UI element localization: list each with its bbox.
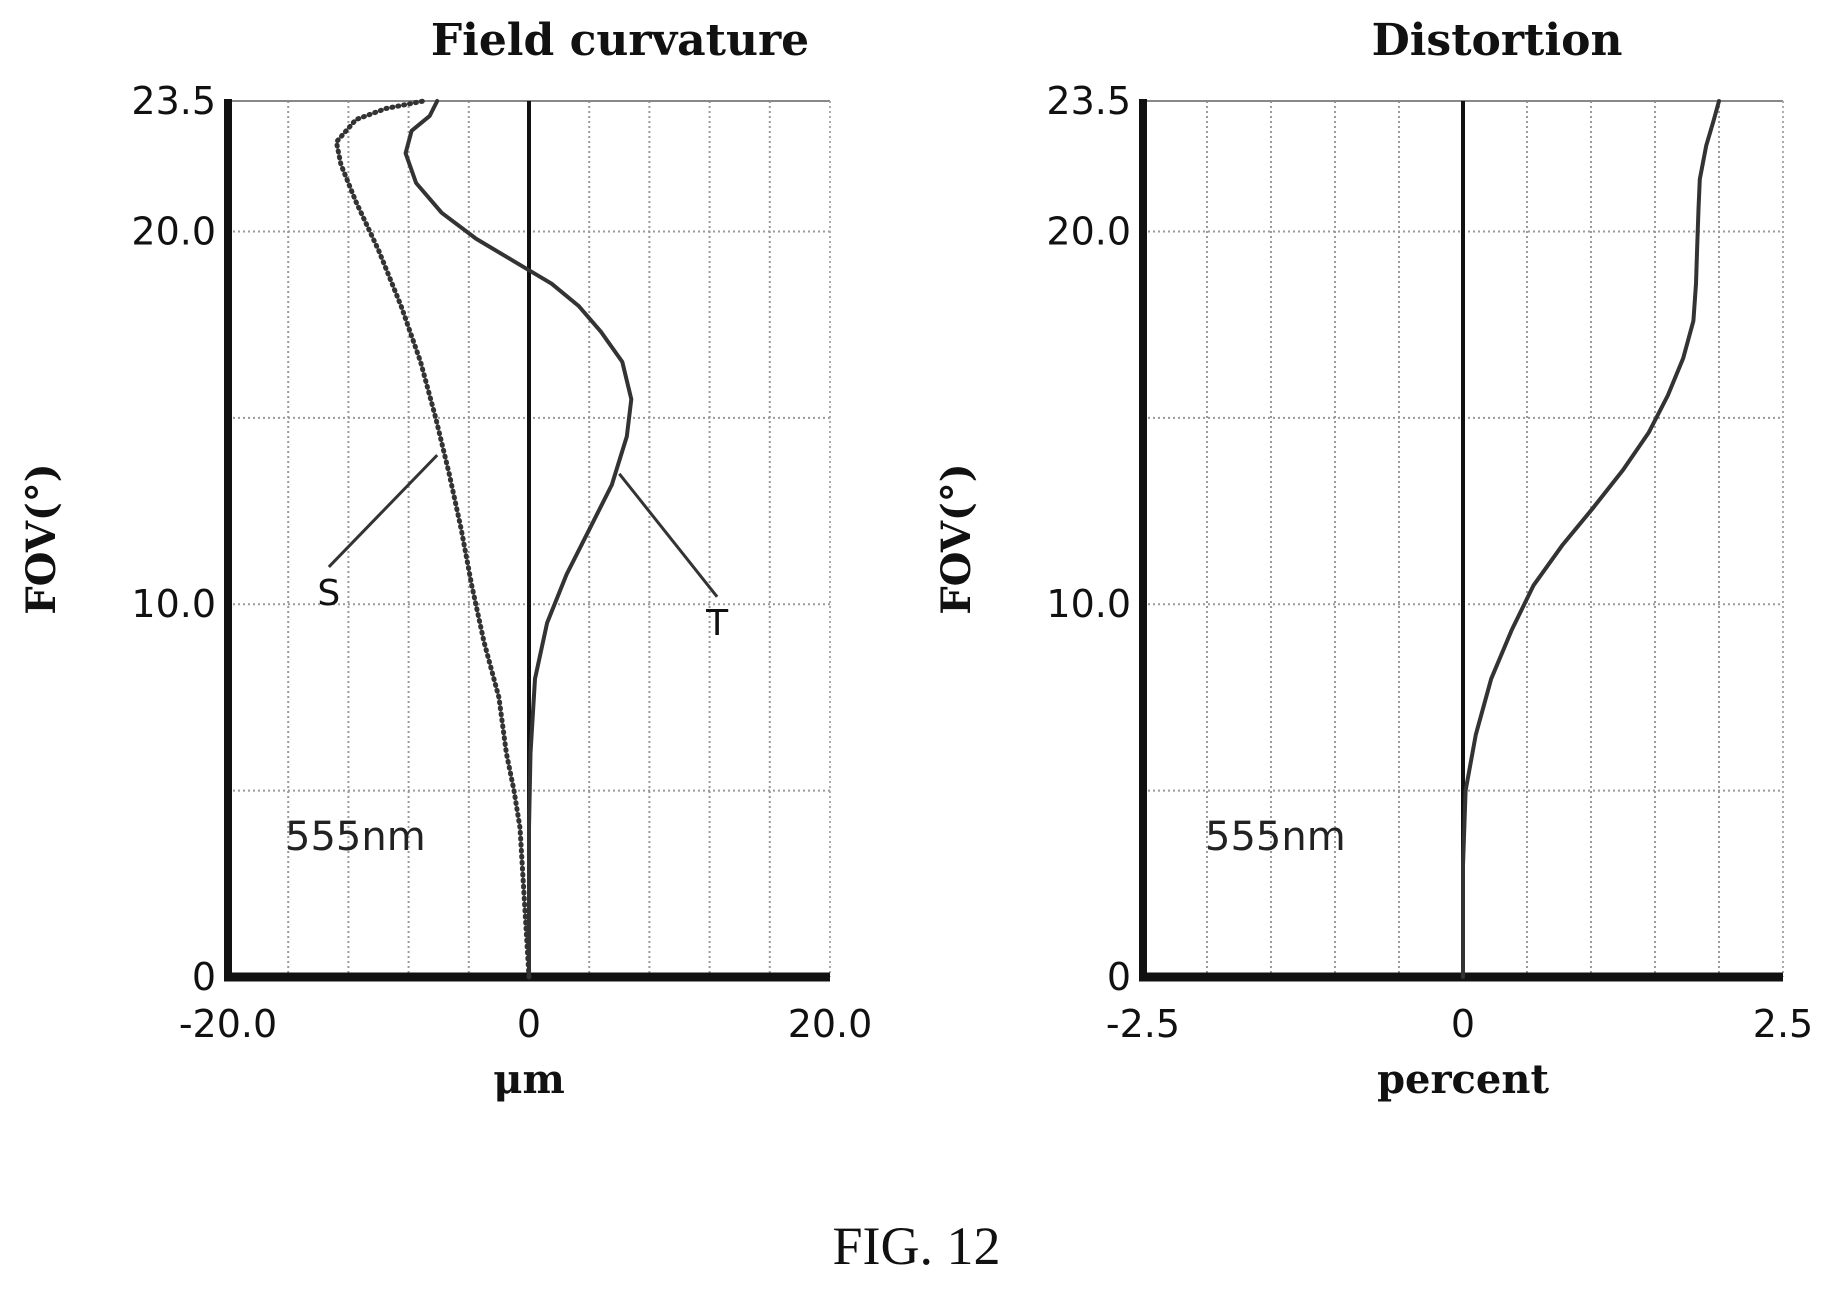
series-line [1461,99,1721,979]
y-axis-label: FOV(°) [18,463,65,614]
x-axis-label: μm [493,1056,565,1103]
y-tick-label: 23.5 [1046,79,1131,123]
series-label-s: S [317,573,340,614]
y-tick-label: 10.0 [1046,582,1131,626]
series-label-t: T [705,603,729,644]
x-tick-label: 2.5 [1753,1002,1813,1046]
y-tick-label: 0 [1107,955,1131,999]
x-axis-label: percent [1377,1056,1549,1103]
x-tick-label: -2.5 [1106,1002,1180,1046]
series-line-s [333,98,532,980]
x-tick-label: -20.0 [179,1002,277,1046]
y-axis-label: FOV(°) [933,463,980,614]
leader-line-s [327,454,439,569]
chart-title: Distortion [1372,15,1623,66]
chart-title: Field curvature [431,15,809,66]
y-tick-label: 20.0 [131,209,216,253]
chart-distortion: 010.020.023.5-2.5 0 2.5DistortionpercentFO… [933,15,1813,1103]
leader-line-t [618,472,719,598]
wavelength-annotation: 555nm [285,814,426,860]
x-tick-label: 0 [517,1002,541,1046]
figure-caption: FIG. 12 [832,1216,1001,1276]
y-tick-label: 10.0 [131,582,216,626]
wavelength-annotation: 555nm [1205,814,1346,860]
y-tick-label: 20.0 [1046,209,1131,253]
y-tick-label: 23.5 [131,79,216,123]
x-tick-label: 0 [1451,1002,1475,1046]
y-tick-label: 0 [192,955,216,999]
x-tick-label: 20.0 [788,1002,873,1046]
series-line-t [403,99,634,979]
